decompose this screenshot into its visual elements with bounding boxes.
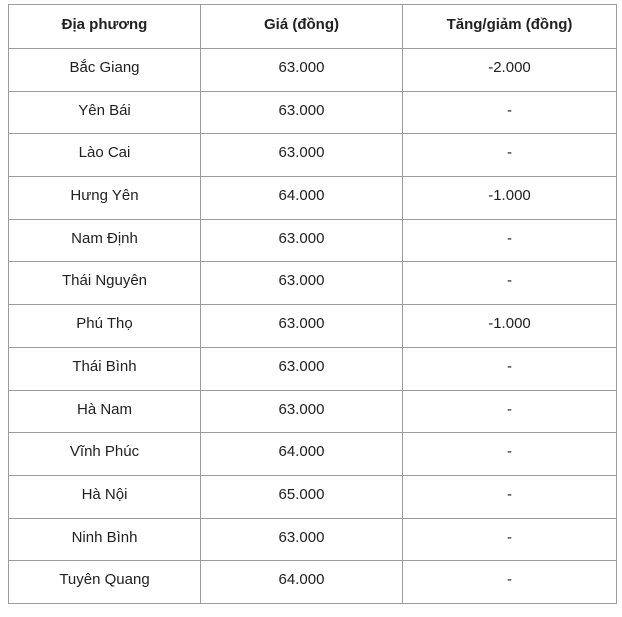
table-row: Yên Bái 63.000 - [8, 90, 617, 135]
change-cell: - [402, 133, 617, 178]
table-row: Bắc Giang 63.000 -2.000 [8, 48, 617, 92]
table-row: Vĩnh Phúc 64.000 - [8, 432, 617, 476]
change-cell: - [402, 517, 617, 562]
price-cell: 64.000 [200, 432, 403, 476]
change-cell: - [402, 560, 617, 604]
price-cell: 65.000 [200, 474, 403, 519]
region-cell: Nam Định [8, 218, 201, 263]
table-row: Hưng Yên 64.000 -1.000 [8, 176, 617, 220]
table-row: Phú Thọ 63.000 -1.000 [8, 304, 617, 348]
region-cell: Thái Nguyên [8, 261, 201, 306]
change-cell: -1.000 [402, 176, 617, 220]
table-row: Nam Định 63.000 - [8, 218, 617, 263]
price-cell: 64.000 [200, 176, 403, 220]
change-cell: - [402, 261, 617, 306]
region-cell: Ninh Bình [8, 517, 201, 562]
region-cell: Yên Bái [8, 90, 201, 135]
price-cell: 63.000 [200, 48, 403, 92]
header-row: Địa phương Giá (đồng) Tăng/giảm (đồng) [8, 4, 617, 49]
region-cell: Tuyên Quang [8, 560, 201, 604]
price-cell: 63.000 [200, 133, 403, 178]
column-header-region: Địa phương [8, 4, 201, 49]
price-cell: 63.000 [200, 218, 403, 263]
price-cell: 63.000 [200, 389, 403, 434]
price-cell: 64.000 [200, 560, 403, 604]
change-cell: -2.000 [402, 48, 617, 92]
price-cell: 63.000 [200, 261, 403, 306]
price-cell: 63.000 [200, 304, 403, 348]
column-header-price: Giá (đồng) [200, 4, 403, 49]
region-cell: Thái Bình [8, 346, 201, 391]
table-row: Thái Nguyên 63.000 - [8, 261, 617, 306]
change-cell: - [402, 90, 617, 135]
region-cell: Bắc Giang [8, 48, 201, 92]
table-row: Lào Cai 63.000 - [8, 133, 617, 178]
region-cell: Hà Nội [8, 474, 201, 519]
table-row: Tuyên Quang 64.000 - [8, 560, 617, 604]
region-cell: Phú Thọ [8, 304, 201, 348]
change-cell: - [402, 432, 617, 476]
table-row: Ninh Bình 63.000 - [8, 517, 617, 562]
price-cell: 63.000 [200, 90, 403, 135]
table-row: Thái Bình 63.000 - [8, 346, 617, 391]
price-table: Địa phương Giá (đồng) Tăng/giảm (đồng) B… [8, 4, 617, 604]
column-header-change: Tăng/giảm (đồng) [402, 4, 617, 49]
table-row: Hà Nội 65.000 - [8, 474, 617, 519]
change-cell: - [402, 218, 617, 263]
price-cell: 63.000 [200, 517, 403, 562]
change-cell: - [402, 389, 617, 434]
region-cell: Lào Cai [8, 133, 201, 178]
region-cell: Hưng Yên [8, 176, 201, 220]
region-cell: Hà Nam [8, 389, 201, 434]
table-row: Hà Nam 63.000 - [8, 389, 617, 434]
change-cell: -1.000 [402, 304, 617, 348]
change-cell: - [402, 346, 617, 391]
price-cell: 63.000 [200, 346, 403, 391]
region-cell: Vĩnh Phúc [8, 432, 201, 476]
change-cell: - [402, 474, 617, 519]
